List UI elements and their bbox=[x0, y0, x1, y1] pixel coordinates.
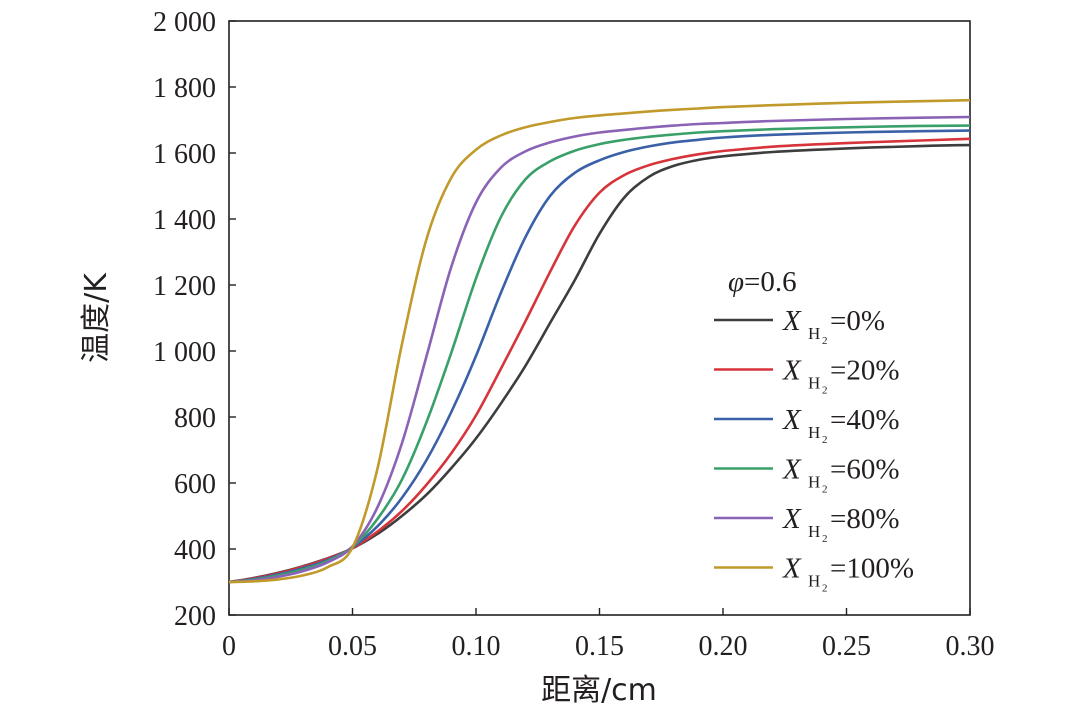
series-line-5 bbox=[228, 98, 971, 584]
legend-label: =0% bbox=[830, 305, 885, 337]
y-tick-label: 400 bbox=[174, 535, 216, 566]
y-tick-label: 1 200 bbox=[153, 271, 216, 302]
legend-subscript: H bbox=[808, 374, 820, 393]
x-tick-label: 0.15 bbox=[575, 631, 624, 662]
legend-subscript: H bbox=[808, 522, 820, 541]
legend-var: X bbox=[782, 404, 802, 436]
x-tick-label: 0.25 bbox=[822, 631, 871, 662]
legend-subscript: H bbox=[808, 324, 820, 343]
x-tick-label: 0 bbox=[222, 631, 236, 662]
legend-subscript-2: 2 bbox=[822, 335, 828, 347]
legend-var: X bbox=[782, 454, 802, 486]
legend-subscript-2: 2 bbox=[822, 533, 828, 545]
legend-title: φ=0.6 bbox=[728, 266, 797, 298]
legend-subscript: H bbox=[808, 423, 820, 442]
legend: φ=0.6X H 2=0%X H 2=20%X H 2=40%X H 2=60%X H 2=80%X… bbox=[714, 266, 914, 595]
legend-entry-2: X H 2=40% bbox=[782, 404, 900, 446]
x-tick-label: 0.30 bbox=[946, 631, 995, 662]
legend-subscript-2: 2 bbox=[822, 434, 828, 446]
y-tick-label: 800 bbox=[174, 403, 216, 434]
legend-label: =80% bbox=[830, 503, 900, 535]
legend-entry-1: X H 2=20% bbox=[782, 355, 900, 397]
legend-entry-3: X H 2=60% bbox=[782, 454, 900, 496]
y-tick-label: 1 600 bbox=[153, 139, 216, 170]
y-tick-label: 1 000 bbox=[153, 337, 216, 368]
legend-entry-4: X H 2=80% bbox=[782, 503, 900, 545]
y-tick-label: 2 000 bbox=[153, 7, 216, 38]
y-axis-title: 温度/K bbox=[79, 272, 114, 363]
legend-label: =60% bbox=[830, 454, 900, 486]
series-lines bbox=[228, 98, 971, 584]
legend-var: X bbox=[782, 503, 802, 535]
legend-var: X bbox=[782, 553, 802, 585]
legend-label: =100% bbox=[830, 553, 914, 585]
legend-subscript: H bbox=[808, 473, 820, 492]
legend-entry-5: X H 2=100% bbox=[782, 553, 914, 595]
y-tick-label: 200 bbox=[174, 601, 216, 632]
series-line-4 bbox=[228, 115, 971, 584]
legend-subscript-2: 2 bbox=[822, 583, 828, 595]
y-tick-label: 1 800 bbox=[153, 73, 216, 104]
y-tick-label: 1 400 bbox=[153, 205, 216, 236]
legend-var: X bbox=[782, 305, 802, 337]
x-tick-label: 0.20 bbox=[699, 631, 748, 662]
legend-subscript: H bbox=[808, 572, 820, 591]
legend-subscript-2: 2 bbox=[822, 385, 828, 397]
y-tick-label: 600 bbox=[174, 469, 216, 500]
legend-var: X bbox=[782, 355, 802, 387]
x-axis-title: 距离/cm bbox=[541, 673, 657, 708]
legend-label: =40% bbox=[830, 404, 900, 436]
legend-subscript-2: 2 bbox=[822, 484, 828, 496]
x-tick-label: 0.05 bbox=[328, 631, 377, 662]
legend-label: =20% bbox=[830, 355, 900, 387]
axis-ticks: 0 0.05 0.10 0.15 0.20 0.25 0.30 200 400 600 800 1 0… bbox=[153, 7, 995, 662]
legend-entry-0: X H 2=0% bbox=[782, 305, 885, 347]
x-tick-label: 0.10 bbox=[452, 631, 501, 662]
